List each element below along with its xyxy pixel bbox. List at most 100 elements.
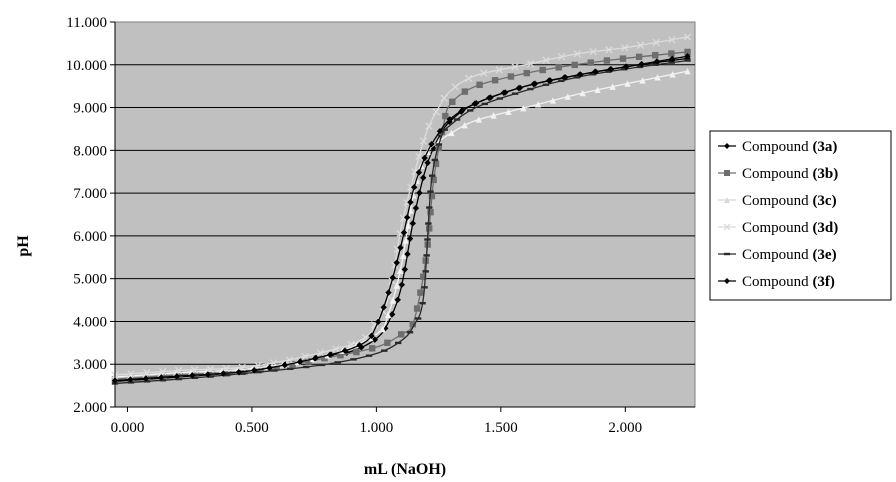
legend-label: Compound (3d) <box>742 220 838 236</box>
legend-item: Compound (3c) <box>718 193 837 209</box>
data-point <box>159 379 167 382</box>
data-point <box>412 204 420 212</box>
y-tick-label: 8.000 <box>73 143 107 159</box>
data-point <box>436 127 444 135</box>
data-point <box>562 74 569 81</box>
data-point <box>440 94 448 102</box>
data-point <box>579 89 586 97</box>
data-point <box>394 296 401 303</box>
data-point <box>421 154 428 162</box>
data-point <box>413 305 421 312</box>
data-point <box>653 58 661 65</box>
data-point <box>208 370 216 377</box>
data-point <box>238 363 246 372</box>
data-point <box>435 143 443 146</box>
data-point <box>724 143 730 149</box>
data-point <box>624 80 631 87</box>
y-tick-label: 10.000 <box>66 58 107 74</box>
data-point <box>318 363 326 367</box>
data-point <box>410 184 418 191</box>
data-point <box>254 361 262 370</box>
data-point <box>571 61 578 69</box>
data-point <box>453 118 461 121</box>
data-point <box>380 304 387 311</box>
data-point <box>428 192 436 200</box>
axis-ticks: 2.000 3.000 4.000 5.000 6.000 7.000 8.000 9.000… <box>66 15 695 436</box>
data-point <box>472 99 480 107</box>
data-point <box>491 77 499 84</box>
data-point <box>404 222 412 229</box>
y-tick-label: 3.000 <box>73 357 107 373</box>
data-point <box>422 270 429 273</box>
data-point <box>332 345 340 353</box>
data-point <box>531 80 539 87</box>
data-point <box>669 71 676 78</box>
data-point <box>668 61 675 64</box>
data-point <box>409 320 416 328</box>
data-point <box>724 278 730 284</box>
data-point <box>393 282 401 289</box>
series-6 <box>111 53 691 384</box>
data-point <box>385 289 392 296</box>
data-point <box>587 59 594 66</box>
data-point <box>461 88 469 95</box>
y-axis-title: pH <box>15 235 32 257</box>
data-point <box>668 36 676 44</box>
data-point <box>142 375 150 382</box>
data-point <box>430 176 437 184</box>
data-point <box>393 259 400 266</box>
data-point <box>435 144 443 152</box>
data-point <box>527 87 534 91</box>
data-point <box>191 376 198 380</box>
data-point <box>400 229 408 236</box>
data-point <box>684 59 691 62</box>
data-point <box>724 252 730 256</box>
data-point <box>490 112 497 119</box>
data-point <box>459 106 466 114</box>
data-point <box>425 122 433 130</box>
x-tick-label: 1.000 <box>359 420 393 436</box>
data-point <box>206 365 215 373</box>
data-point <box>534 101 542 108</box>
series-5 <box>111 59 691 385</box>
data-point <box>431 158 439 162</box>
data-point <box>441 128 448 131</box>
data-point <box>723 223 731 231</box>
data-point <box>594 86 601 94</box>
data-point <box>724 197 730 203</box>
data-point <box>683 33 692 41</box>
data-point <box>384 339 391 346</box>
legend-label: Compound (3c) <box>742 193 837 209</box>
data-point <box>143 380 151 383</box>
y-tick-label: 9.000 <box>73 101 107 117</box>
data-point <box>607 66 615 73</box>
y-tick-label: 11.000 <box>66 15 107 31</box>
data-point <box>420 174 427 181</box>
data-point <box>558 79 565 83</box>
data-point <box>555 64 562 71</box>
data-point <box>347 340 355 349</box>
grid-lines <box>115 64 695 365</box>
data-point <box>638 60 645 68</box>
data-point <box>389 297 397 304</box>
legend-label: Compound (3b) <box>742 166 838 182</box>
data-point <box>175 377 183 381</box>
data-point <box>423 254 430 257</box>
x-tick-label: 2.000 <box>608 420 642 436</box>
data-point <box>558 53 566 61</box>
data-point <box>539 66 546 74</box>
data-point <box>384 311 392 319</box>
data-point <box>419 302 426 305</box>
data-point <box>316 349 325 357</box>
data-point <box>505 108 512 115</box>
data-point <box>421 286 428 289</box>
legend-item: Compound (3d) <box>718 220 838 236</box>
data-point <box>127 370 135 378</box>
data-point <box>724 170 730 176</box>
x-axis-title: mL (NaOH) <box>364 461 446 478</box>
data-point <box>356 342 363 349</box>
data-point <box>589 47 597 56</box>
x-tick-label: 0.000 <box>111 420 145 436</box>
legend-item: Compound (3b) <box>718 166 838 182</box>
